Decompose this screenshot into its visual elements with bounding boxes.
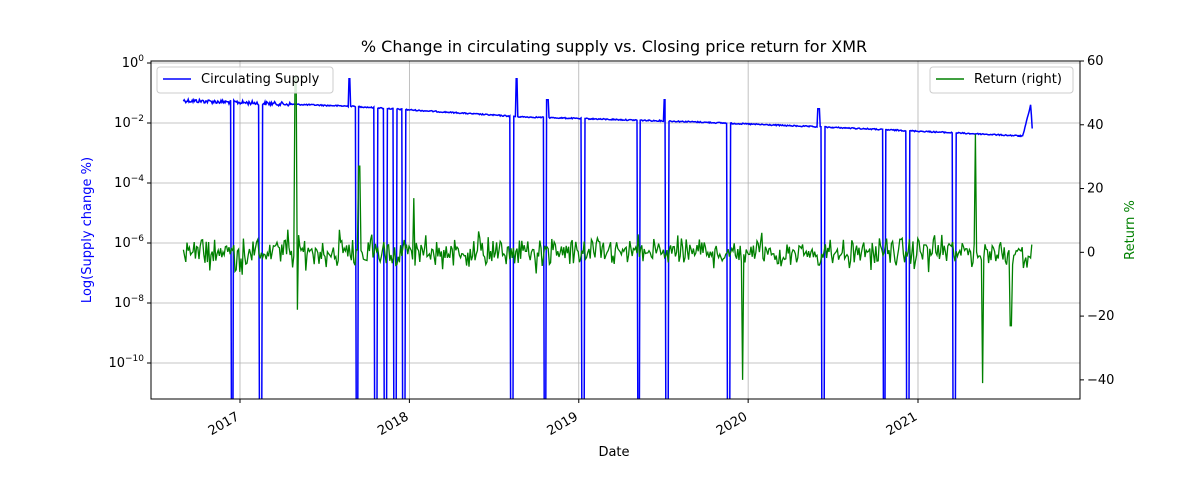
circulating-supply-series bbox=[182, 77, 1033, 399]
return-line bbox=[182, 76, 1033, 384]
legend-left: Circulating Supply bbox=[156, 66, 334, 94]
legend-right: Return (right) bbox=[929, 66, 1074, 94]
x-tick-label: 2017 bbox=[206, 409, 242, 439]
right-axis-label: Return % bbox=[1123, 200, 1138, 260]
right-axis-ticks: 60 40 20 0 −20 −40 bbox=[1080, 54, 1114, 388]
x-tick-label: 2020 bbox=[714, 409, 750, 439]
left-axis-label: Log(Supply change %) bbox=[80, 157, 95, 303]
left-axis-ticks: 100 10−2 10−4 10−6 10−8 10−10 bbox=[108, 54, 151, 371]
right-tick-label: 20 bbox=[1087, 182, 1104, 197]
right-tick-label: −20 bbox=[1087, 309, 1114, 324]
right-tick-label: 40 bbox=[1087, 118, 1104, 133]
x-axis-ticks: 2017 2018 2019 2020 2021 bbox=[206, 399, 920, 439]
x-axis-label: Date bbox=[598, 445, 629, 460]
right-tick-label: 60 bbox=[1087, 54, 1104, 69]
legend-label-supply: Circulating Supply bbox=[201, 72, 320, 87]
left-tick-label: 10−2 bbox=[114, 114, 144, 131]
left-tick-label: 10−10 bbox=[108, 354, 144, 371]
right-tick-label: 0 bbox=[1087, 245, 1095, 260]
x-tick-label: 2021 bbox=[884, 409, 920, 439]
x-tick-label: 2019 bbox=[545, 409, 581, 439]
chart-title: % Change in circulating supply vs. Closi… bbox=[361, 37, 867, 56]
left-tick-label: 10−6 bbox=[114, 234, 144, 251]
return-series bbox=[182, 76, 1033, 384]
plot-frame bbox=[150, 60, 1081, 400]
left-tick-label: 10−8 bbox=[114, 294, 144, 311]
legend-label-return: Return (right) bbox=[974, 72, 1062, 87]
left-tick-label: 100 bbox=[122, 54, 145, 71]
right-tick-label: −40 bbox=[1087, 373, 1114, 388]
left-tick-label: 10−4 bbox=[114, 174, 144, 191]
supply-line bbox=[182, 77, 1033, 399]
grid-lines bbox=[151, 61, 1080, 399]
x-tick-label: 2018 bbox=[375, 409, 411, 439]
